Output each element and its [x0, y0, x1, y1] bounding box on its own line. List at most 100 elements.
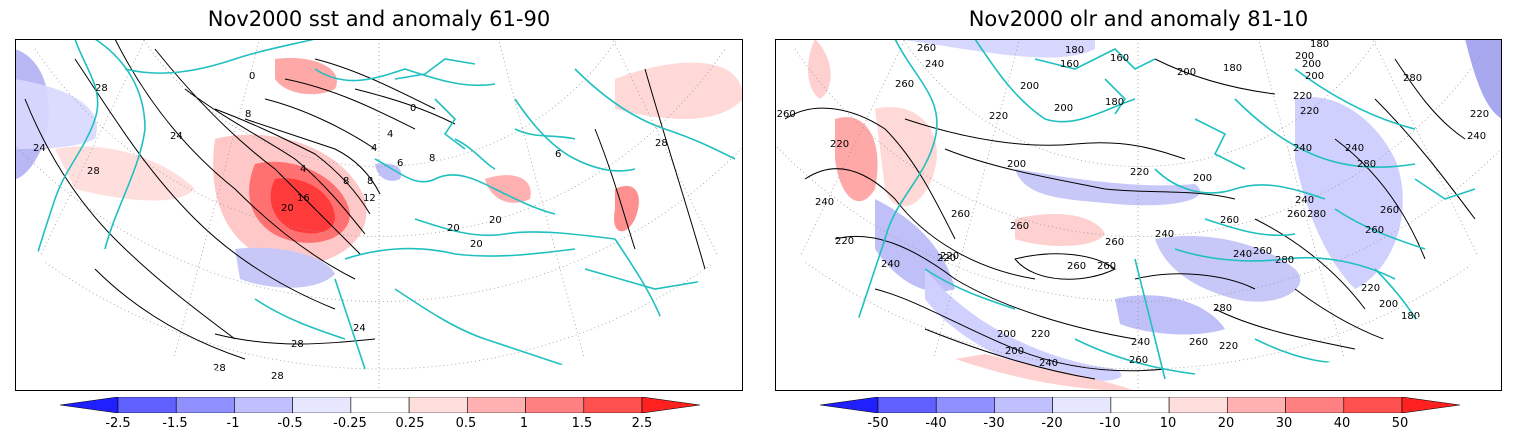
contour-label: 260 — [1129, 355, 1148, 366]
right-map-svg: 260 240 260 200 180 160 160 200 180 200 … — [775, 39, 1502, 391]
colorbar-tick: -2.5 — [105, 416, 131, 431]
right-colorbar — [819, 396, 1461, 414]
contour-label: 180 — [1223, 63, 1242, 74]
olr-anomaly-neg-cap — [895, 39, 1095, 58]
contour-label: 220 — [1300, 106, 1319, 117]
contour-label: 240 — [1293, 143, 1312, 154]
contour-label: 200 — [1379, 299, 1398, 310]
contour-label: 240 — [1467, 131, 1486, 142]
contour-label: 180 — [1065, 45, 1084, 56]
contour-label: 24 — [33, 143, 46, 154]
colorbar-tick: -30 — [983, 416, 1005, 431]
colorbar-swatch — [994, 396, 1053, 414]
contour-label: 200 — [1302, 59, 1321, 70]
colorbar-swatch — [408, 396, 468, 414]
contour-label: 240 — [881, 259, 900, 270]
contour-label: 220 — [835, 236, 854, 247]
colorbar-tick: -10 — [1099, 416, 1121, 431]
contour-label: 0 — [249, 71, 255, 82]
contour-label: 280 — [1403, 73, 1422, 84]
colorbar-tick: -0.25 — [333, 416, 367, 431]
colorbar-tick: -20 — [1041, 416, 1063, 431]
contour-label: 160 — [1060, 59, 1079, 70]
colorbar-tick: -0.5 — [277, 416, 303, 431]
colorbar-swatch — [819, 396, 879, 414]
olr-anomaly-neg-east — [1295, 97, 1403, 289]
contour-label: 20 — [489, 215, 502, 226]
contour-label: 24 — [353, 323, 366, 334]
colorbar-tick: 2.5 — [631, 416, 653, 431]
olr-anomaly-neg-west-low — [875, 199, 955, 292]
contour-label: 240 — [1295, 195, 1314, 206]
colorbar-tick: -40 — [925, 416, 947, 431]
sst-anomaly-pos-caspian — [614, 185, 639, 232]
contour-label: 260 — [1380, 205, 1399, 216]
right-graticule — [775, 39, 1502, 391]
contour-label: 4 — [387, 129, 393, 140]
contour-label: 220 — [1031, 329, 1050, 340]
colorbar-tick: -1.5 — [162, 416, 188, 431]
contour-label: 260 — [1097, 261, 1116, 272]
contour-label: 260 — [1010, 221, 1029, 232]
left-coastlines — [24, 39, 736, 370]
colorbar-swatch — [1285, 396, 1345, 414]
contour-label: 240 — [1155, 229, 1174, 240]
contour-label: 200 — [1005, 346, 1024, 357]
colorbar-swatch — [117, 396, 177, 414]
contour-label: 260 — [1105, 237, 1124, 248]
colorbar-swatch — [525, 396, 585, 414]
colorbar-tick: 0.5 — [455, 416, 477, 431]
colorbar-tick: 0.25 — [395, 416, 425, 431]
sst-anomaly-pos-west — [55, 146, 195, 201]
left-colorbar — [59, 396, 701, 414]
left-map-border — [15, 39, 743, 391]
contour-label: 12 — [363, 193, 376, 204]
left-map-svg: 24 28 24 28 0 8 4 4 8 6 8 4 8 12 16 20 2… — [15, 39, 743, 391]
contour-label: 260 — [1189, 337, 1208, 348]
colorbar-swatch — [1343, 396, 1403, 414]
left-panel-title: Nov2000 sst and anomaly 61-90 — [207, 7, 551, 31]
olr-anomaly-neg-band — [1015, 169, 1201, 206]
contour-label: 8 — [343, 176, 349, 187]
colorbar-swatch — [641, 396, 701, 414]
contour-label: 8 — [367, 176, 373, 187]
contour-label: 280 — [1275, 255, 1294, 266]
olr-anomaly-pos-west — [835, 117, 878, 202]
left-contour-labels: 24 28 24 28 0 8 4 4 8 6 8 4 8 12 16 20 2… — [33, 71, 668, 382]
contour-label: 240 — [1039, 358, 1058, 369]
right-contour-labels: 260 240 260 200 180 160 160 200 180 200 … — [775, 39, 1489, 369]
contour-label: 200 — [1007, 159, 1026, 170]
colorbar-swatch — [234, 396, 293, 414]
contour-label: 220 — [1361, 283, 1380, 294]
contour-label: 20 — [281, 203, 294, 214]
contour-label: 220 — [989, 111, 1008, 122]
colorbar-swatch — [935, 396, 995, 414]
colorbar-swatch — [1227, 396, 1286, 414]
colorbar-swatch — [350, 396, 410, 414]
colorbar-tick: 30 — [1275, 416, 1293, 431]
left-contours — [24, 39, 706, 360]
colorbar-swatch — [1168, 396, 1228, 414]
left-graticule — [15, 39, 743, 391]
colorbar-swatch — [175, 396, 235, 414]
contour-label: 220 — [1219, 341, 1238, 352]
contour-label: 260 — [1220, 215, 1239, 226]
contour-label: 220 — [937, 253, 956, 264]
contour-label: 240 — [1233, 249, 1252, 260]
right-map: 260 240 260 200 180 160 160 200 180 200 … — [775, 39, 1502, 391]
contour-label: 240 — [1345, 143, 1364, 154]
contour-label: 200 — [1020, 81, 1039, 92]
contour-label: 8 — [429, 153, 435, 164]
olr-anomaly-pos-nw — [808, 39, 831, 99]
colorbar-swatch — [877, 396, 937, 414]
contour-label: 20 — [447, 223, 460, 234]
olr-anomaly-pos-mid — [1015, 214, 1105, 246]
contour-label: 180 — [1105, 97, 1124, 108]
colorbar-tick: 1.5 — [571, 416, 593, 431]
contour-label: 200 — [1295, 51, 1314, 62]
sst-anomaly-neg-south — [235, 247, 335, 288]
olr-anomaly-neg-south — [1115, 295, 1225, 335]
contour-label: 200 — [1177, 67, 1196, 78]
left-map: 24 28 24 28 0 8 4 4 8 6 8 4 8 12 16 20 2… — [15, 39, 743, 391]
sst-anomaly-pos-east-sea — [485, 175, 531, 203]
